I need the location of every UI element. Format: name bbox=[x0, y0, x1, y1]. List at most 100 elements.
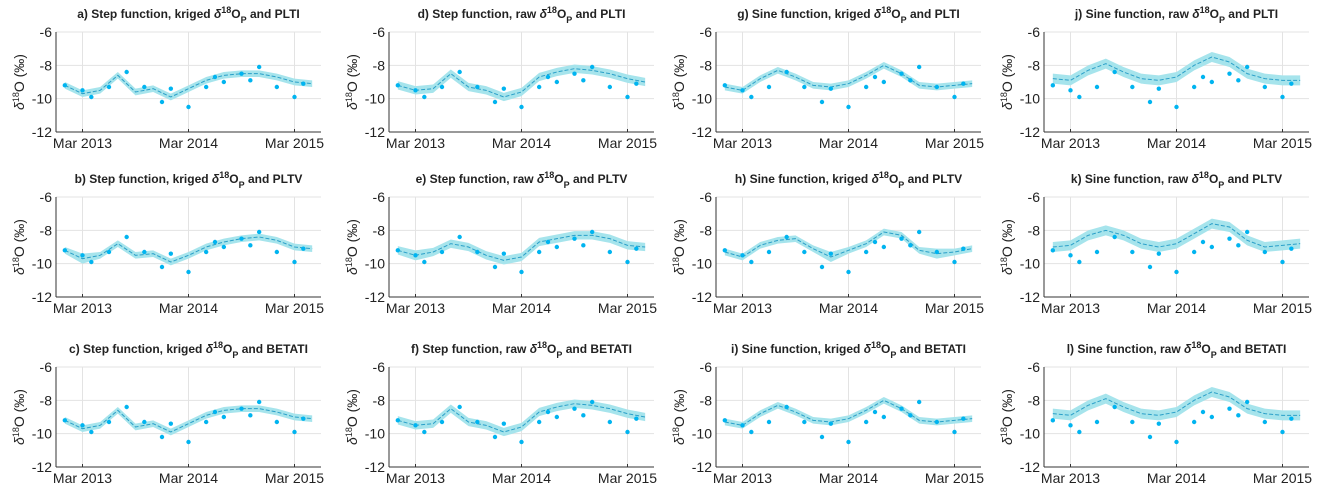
observation bbox=[62, 418, 68, 423]
observation bbox=[80, 423, 85, 428]
y-tick-label: -8 bbox=[700, 392, 713, 408]
observation bbox=[916, 399, 922, 405]
y-axis-label-part: 18 bbox=[999, 257, 1009, 267]
observation bbox=[766, 84, 772, 90]
observation bbox=[168, 86, 174, 91]
observation bbox=[872, 239, 878, 245]
y-tick-label: -8 bbox=[1028, 222, 1041, 238]
observation bbox=[899, 236, 904, 241]
observation bbox=[952, 259, 957, 265]
observation bbox=[1280, 94, 1285, 100]
observation bbox=[439, 419, 445, 425]
observation bbox=[1174, 104, 1179, 110]
panel-title-part: O bbox=[889, 172, 898, 186]
observation bbox=[634, 416, 639, 421]
x-tick-label: Mar 2014 bbox=[819, 300, 878, 316]
observation bbox=[1289, 81, 1294, 86]
y-tick-label: -8 bbox=[373, 222, 386, 238]
y-axis-label-part: 18 bbox=[11, 92, 21, 102]
observation bbox=[899, 406, 904, 411]
observation bbox=[934, 419, 940, 425]
x-tick-label: Mar 2014 bbox=[1147, 135, 1206, 151]
y-tick-label: -10 bbox=[692, 91, 712, 107]
observation bbox=[536, 249, 542, 255]
observation bbox=[203, 84, 209, 90]
panel-title-part: δ bbox=[1192, 7, 1200, 21]
observation bbox=[1094, 249, 1100, 255]
observation bbox=[62, 248, 68, 253]
panel-title-part: P bbox=[898, 180, 904, 190]
y-axis-label-part: 18 bbox=[671, 92, 681, 102]
y-axis-label-part: δ bbox=[999, 437, 1015, 445]
observation bbox=[80, 253, 85, 258]
y-tick-label: -8 bbox=[40, 222, 53, 238]
observation bbox=[589, 399, 595, 405]
y-axis-label-part: 18 bbox=[999, 427, 1009, 437]
observation bbox=[1077, 259, 1082, 265]
observation bbox=[802, 249, 807, 255]
observation bbox=[536, 419, 542, 425]
observation bbox=[186, 439, 191, 445]
observation bbox=[625, 259, 630, 265]
panel-title-part: δ bbox=[537, 172, 545, 186]
observation bbox=[186, 104, 191, 110]
panel-title-part: O bbox=[557, 7, 566, 21]
observation bbox=[519, 104, 524, 110]
observation bbox=[934, 249, 940, 255]
y-tick-label: -8 bbox=[1028, 57, 1041, 73]
observation bbox=[899, 71, 904, 76]
observation bbox=[1147, 99, 1153, 105]
observation bbox=[1209, 244, 1215, 250]
observation bbox=[124, 234, 129, 240]
observation bbox=[1200, 239, 1206, 245]
observation bbox=[545, 239, 551, 245]
y-axis-label: δ18O (‰) bbox=[999, 219, 1015, 275]
observation bbox=[457, 404, 462, 410]
observation bbox=[1174, 269, 1179, 275]
observation bbox=[221, 414, 227, 420]
observation bbox=[554, 414, 560, 420]
panel-title-part: O bbox=[223, 342, 232, 356]
y-axis-label: δ18O (‰) bbox=[11, 219, 27, 275]
panel-title-part: and PLTI bbox=[572, 7, 625, 21]
observation bbox=[186, 269, 191, 275]
observation bbox=[846, 269, 851, 275]
observation bbox=[961, 416, 966, 421]
observation bbox=[475, 419, 480, 425]
observation bbox=[819, 434, 825, 440]
y-tick-label: -12 bbox=[32, 459, 52, 475]
y-tick-label: -12 bbox=[365, 124, 385, 140]
observation bbox=[740, 88, 745, 93]
panel-title-part: h) Sine function, kriged bbox=[735, 172, 872, 186]
observation bbox=[961, 81, 966, 86]
observation bbox=[1068, 253, 1073, 258]
observation bbox=[722, 418, 728, 423]
mean-line bbox=[64, 73, 313, 98]
observation bbox=[1068, 423, 1073, 428]
mean-line bbox=[1052, 391, 1301, 416]
observation bbox=[89, 94, 94, 100]
observation bbox=[828, 86, 834, 91]
y-axis-label-part: δ bbox=[344, 437, 360, 445]
panel-title-part: δ bbox=[874, 7, 882, 21]
observation bbox=[422, 259, 427, 265]
observation bbox=[846, 439, 851, 445]
y-tick-label: -10 bbox=[1020, 91, 1040, 107]
observation bbox=[819, 99, 825, 105]
panel-title-part: k) Sine function, raw bbox=[1071, 172, 1192, 186]
panel-title-part: P bbox=[239, 180, 245, 190]
panel-title: k) Sine function, raw δ18OP and PLTV bbox=[1071, 170, 1282, 190]
panel-title-part: j) Sine function, raw bbox=[1074, 7, 1192, 21]
observation bbox=[62, 83, 68, 88]
y-tick-label: -12 bbox=[692, 459, 712, 475]
x-tick-label: Mar 2014 bbox=[159, 135, 218, 151]
panel-title-part: O bbox=[229, 172, 238, 186]
observation bbox=[168, 421, 174, 426]
x-tick-label: Mar 2015 bbox=[925, 300, 984, 316]
y-axis-label-part: 18 bbox=[344, 257, 354, 267]
